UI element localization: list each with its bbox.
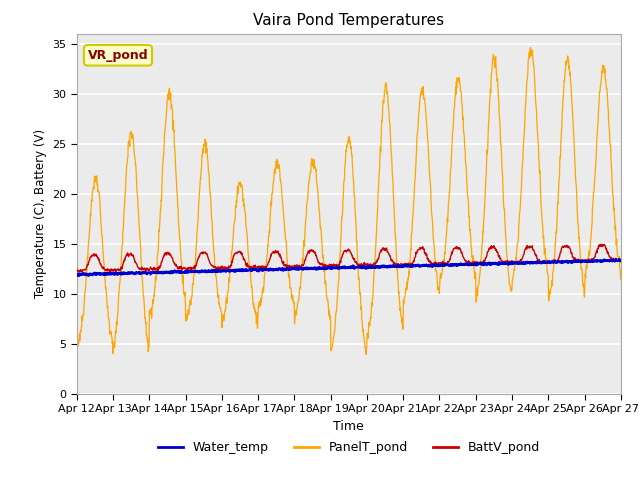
Y-axis label: Temperature (C), Battery (V): Temperature (C), Battery (V) xyxy=(34,129,47,298)
Title: Vaira Pond Temperatures: Vaira Pond Temperatures xyxy=(253,13,444,28)
Legend: Water_temp, PanelT_pond, BattV_pond: Water_temp, PanelT_pond, BattV_pond xyxy=(152,436,545,459)
X-axis label: Time: Time xyxy=(333,420,364,432)
Text: VR_pond: VR_pond xyxy=(88,49,148,62)
